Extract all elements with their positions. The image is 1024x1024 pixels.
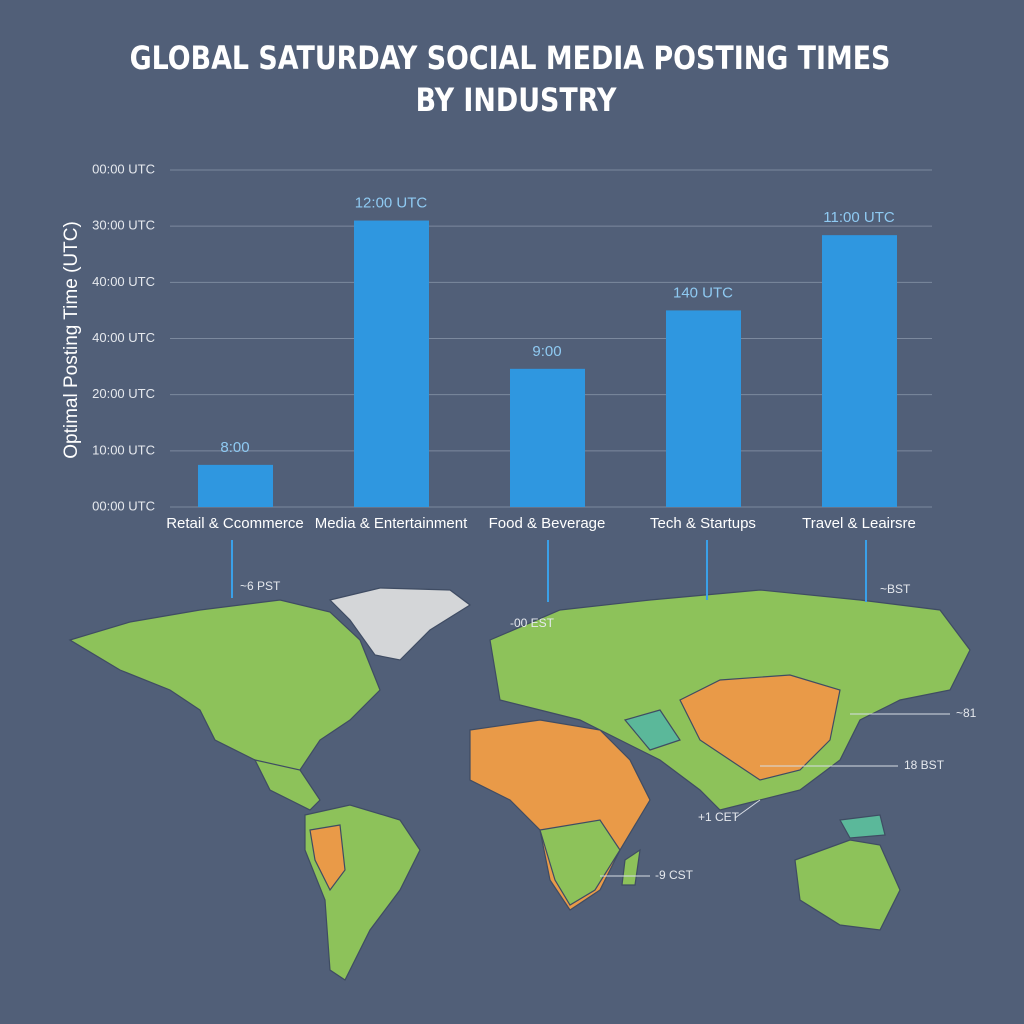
chart-title: GLOBAL SATURDAY SOCIAL MEDIA POSTING TIM… (130, 40, 891, 77)
map-label: ~81 (956, 706, 977, 720)
map-label: +1 CET (698, 810, 740, 824)
map-label: -9 CST (655, 868, 694, 882)
bar-annotation: 8:00 (220, 439, 249, 456)
central-america (253, 759, 321, 811)
map-labels: ~6 PST -00 EST ~BST ~81 18 BST +1 CET -9… (240, 579, 977, 882)
region-indonesia (839, 814, 886, 839)
bar-annotation: 12:00 UTC (355, 195, 428, 212)
y-tick-label: 00:00 UTC (92, 498, 155, 513)
australia (794, 839, 901, 931)
y-tick-label: 40:00 UTC (92, 330, 155, 345)
chart-subtitle: BY INDUSTRY (416, 82, 617, 119)
map-label: ~6 PST (240, 579, 281, 593)
y-tick-label: 00:00 UTC (92, 161, 155, 176)
region-china (679, 674, 841, 781)
x-tick-label: Tech & Startups (650, 515, 756, 532)
greenland (328, 587, 472, 661)
world-map (68, 587, 971, 981)
x-tick-label: Travel & Leairsre (802, 515, 916, 532)
y-tick-label: 30:00 UTC (92, 218, 155, 233)
bar (666, 310, 741, 507)
region-middle-east (623, 709, 681, 751)
north-america (68, 599, 381, 776)
region-south-africa (539, 819, 621, 906)
y-tick-label: 20:00 UTC (92, 386, 155, 401)
bar (510, 368, 585, 507)
y-tick-label: 10:00 UTC (92, 442, 155, 457)
callout-line (734, 799, 761, 819)
bar-annotation: 11:00 UTC (823, 209, 895, 226)
map-label: 18 BST (904, 758, 945, 772)
x-tick-label: Retail & Ccommerce (166, 515, 304, 532)
y-axis-label: Optimal Posting Time (UTC) (61, 221, 82, 459)
x-tick-label: Media & Entertainment (315, 515, 468, 532)
y-tick-label: 40:00 UTC (92, 274, 155, 289)
map-label: ~BST (880, 582, 911, 596)
bar (822, 235, 897, 508)
bar-annotation: 9:00 (532, 343, 561, 360)
x-tick-label: Food & Beverage (489, 515, 606, 532)
callout-lines (600, 713, 950, 877)
bar-annotation: 140 UTC (673, 284, 733, 301)
arrows (231, 540, 867, 602)
bar (354, 220, 429, 508)
region-west-sa (309, 824, 346, 892)
map-label: -00 EST (510, 616, 555, 630)
bar (198, 464, 273, 507)
